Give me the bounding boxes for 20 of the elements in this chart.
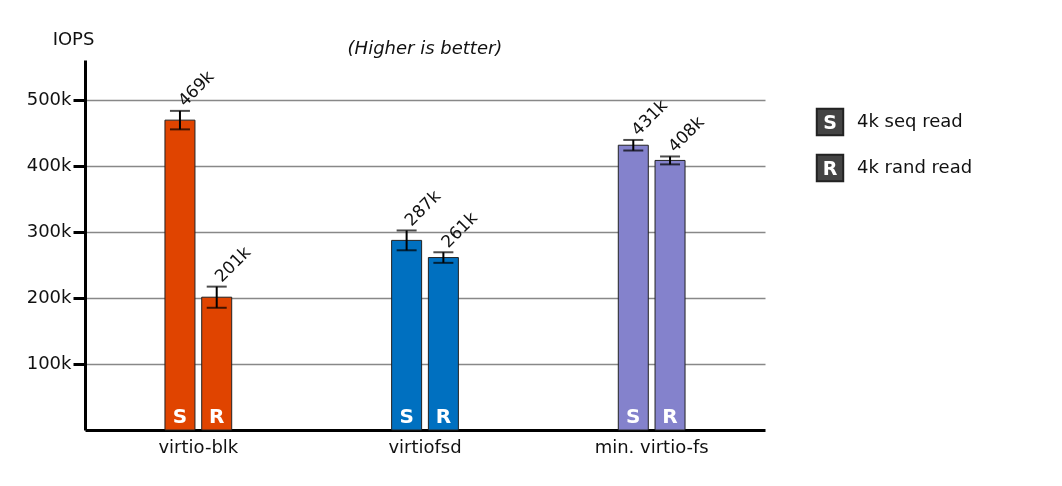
x-tick-label: virtio-blk (158, 435, 239, 457)
y-tick-label: 400k (26, 154, 73, 176)
annotation: S (172, 404, 188, 428)
annotation: R (662, 404, 678, 428)
y-axis-title: IOPS (52, 27, 95, 49)
annotation: R (435, 404, 452, 428)
annotation: S (399, 404, 414, 428)
text: 4k rand read (857, 156, 973, 177)
y-tick-label: 200k (26, 286, 73, 308)
text: S (823, 111, 837, 133)
chart-title: (Higher is better) (347, 37, 503, 58)
annotation: R (209, 404, 225, 428)
text: 4k seq read (857, 110, 963, 131)
annotation: S (626, 404, 641, 428)
y-tick-label: 100k (26, 352, 73, 374)
y-tick-label: 300k (26, 220, 73, 242)
x-tick-label: min. virtio-fs (594, 435, 709, 457)
x-tick-label: virtiofsd (388, 435, 462, 457)
y-tick-label: 500k (26, 88, 73, 110)
text: R (822, 157, 838, 179)
